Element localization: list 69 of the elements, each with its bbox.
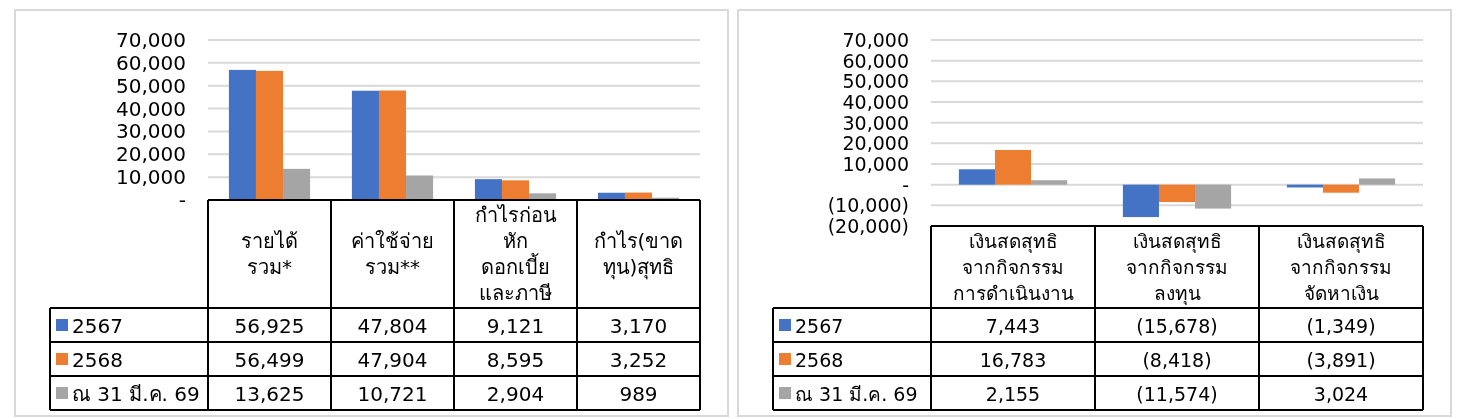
bar [351,90,379,200]
y-tick-label: 40,000 [116,96,186,121]
bar [1158,184,1196,203]
data-label: (8,418) [1142,349,1212,371]
bar [1359,178,1396,185]
data-label: 3,024 [1313,383,1369,405]
x-tick-label: กำไร(ขาด ทุน)สุทธิ [593,229,684,280]
bar [406,175,434,200]
y-tick-label: 30,000 [842,111,909,134]
data-label: 7,443 [985,315,1041,337]
data-label: 2,904 [486,382,545,406]
y-tick-label: 50,000 [842,70,909,93]
bar [1195,184,1232,209]
legend-label: 2568 [72,348,123,372]
data-label: 2,155 [985,383,1041,405]
bar [474,179,502,200]
y-tick-label: - [178,188,186,212]
data-label: (1,349) [1306,315,1376,337]
data-label: 989 [619,382,658,406]
legend-label: ณ 31 มี.ค. 69 [72,382,200,406]
bar [228,69,256,200]
data-label: 16,783 [979,349,1047,371]
data-label: 56,925 [234,314,305,338]
x-tick-label: รายได้ รวม* [241,229,298,279]
y-tick-label: 20,000 [116,142,186,167]
data-label: 3,170 [609,314,668,338]
y-tick-label: 20,000 [842,132,909,155]
y-tick-label: (10,000) [827,194,909,217]
data-label: 9,121 [486,314,545,338]
legend-label: ณ 31 มี.ค. 69 [795,383,918,405]
bar [255,70,284,200]
data-label: 3,252 [609,348,668,372]
data-label: (15,678) [1136,315,1218,337]
data-label: 47,804 [357,314,428,338]
data-label: (3,891) [1306,349,1376,371]
bar [994,149,1032,185]
bar [378,90,407,200]
data-label: (11,574) [1136,383,1218,405]
x-tick-label: กำไรก่อน หัก ดอกเบี้ย และภาษี [474,203,557,305]
bar [283,168,311,200]
bar [529,193,557,200]
bar [1031,180,1068,185]
y-tick-label: 60,000 [842,49,909,72]
x-tick-label: ค่าใช้จ่าย รวม** [351,229,434,279]
x-tick-label: เงินสดสุทธิ จากกิจกรรม จัดหาเงิน [1290,230,1392,304]
data-label: 56,499 [234,348,305,372]
x-tick-label: เงินสดสุทธิ จากกิจกรรม การดำเนินงาน [952,230,1074,304]
bar [1122,184,1159,218]
legend-label: 2568 [795,349,844,371]
y-tick-label: - [902,173,909,196]
y-tick-label: (20,000) [827,215,909,237]
bar [501,180,530,200]
legend-label: 2567 [795,315,844,337]
legend-label: 2567 [72,314,123,338]
data-label: 8,595 [486,348,545,372]
y-tick-label: 10,000 [116,165,186,190]
bar [958,169,995,185]
data-label: 13,625 [234,382,305,406]
y-tick-label: 40,000 [842,91,909,113]
data-label: 47,904 [357,348,428,372]
y-tick-label: 70,000 [116,28,186,52]
x-tick-label: เงินสดสุทธิ จากกิจกรรม ลงทุน [1126,230,1228,306]
y-tick-label: 10,000 [842,153,909,175]
data-label: 10,721 [357,382,428,406]
y-tick-label: 50,000 [116,73,186,98]
y-tick-label: 60,000 [116,50,186,75]
y-tick-label: 30,000 [116,119,186,144]
bar [1322,184,1360,193]
y-tick-label: 70,000 [842,29,909,51]
